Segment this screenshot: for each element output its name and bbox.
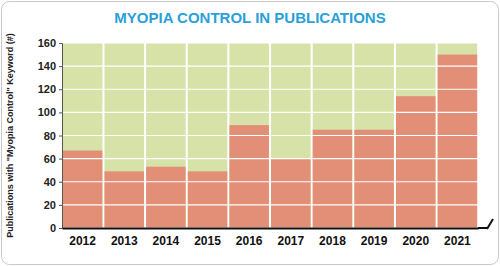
y-tick-label: 60 <box>44 153 56 165</box>
x-tick-label: 2012 <box>69 234 96 248</box>
grid-line <box>62 89 478 90</box>
y-tick: 120 <box>38 83 62 95</box>
y-tick-mark <box>59 112 62 113</box>
bar <box>271 159 311 228</box>
x-tick-label: 2013 <box>111 234 138 248</box>
y-tick-label: 140 <box>38 60 56 72</box>
y-axis: 0 20 40 60 80 100 120 140 160 <box>38 37 63 234</box>
grid <box>62 43 478 228</box>
y-tick: 100 <box>38 106 62 118</box>
y-tick: 80 <box>44 130 62 142</box>
y-tick-label: 0 <box>50 222 56 234</box>
y-tick-mark <box>59 43 62 44</box>
y-axis-line <box>59 44 63 229</box>
bar <box>396 96 436 228</box>
x-tick: 2015 <box>194 228 221 248</box>
grid-line <box>62 227 478 228</box>
y-tick-mark <box>59 182 62 183</box>
title: MYOPIA CONTROL IN PUBLICATIONS <box>114 9 385 26</box>
bar <box>229 125 269 228</box>
x-tick: 2014 <box>153 228 180 248</box>
bar <box>313 130 353 228</box>
frame <box>2 2 499 265</box>
grid-line <box>62 135 478 136</box>
y-tick: 160 <box>38 37 62 49</box>
y-tick-label: 20 <box>44 199 56 211</box>
x-tick-label: 2019 <box>361 234 388 248</box>
x-tick-label: 2020 <box>402 234 429 248</box>
x-tick: 2020 <box>402 228 429 248</box>
y-tick-label: 80 <box>44 130 56 142</box>
y-tick-label: 120 <box>38 83 56 95</box>
y-tick-label: 160 <box>38 37 56 49</box>
y-tick: 140 <box>38 60 62 72</box>
y-tick-mark <box>59 89 62 90</box>
x-axis-line <box>63 228 479 230</box>
y-tick: 0 <box>50 222 62 234</box>
y-tick-label: 100 <box>38 106 56 118</box>
x-tick-label: 2015 <box>194 234 221 248</box>
y-tick-mark <box>59 136 62 137</box>
y-tick: 60 <box>44 153 62 165</box>
y-axis-title: Publications with "Myopia Control" Keywo… <box>5 33 15 238</box>
bar <box>104 171 144 228</box>
bar <box>438 55 478 228</box>
y-tick-mark <box>59 159 62 160</box>
x-tick: 2013 <box>111 228 138 248</box>
y-tick-label: 40 <box>44 176 56 188</box>
bars <box>63 43 477 228</box>
grid-line <box>62 181 478 182</box>
bar <box>188 171 228 228</box>
y-tick-mark <box>59 228 62 229</box>
bar <box>146 167 186 228</box>
y-tick: 20 <box>44 199 62 211</box>
x-tick: 2016 <box>236 228 263 248</box>
grid-line <box>62 204 478 205</box>
x-tick-label: 2018 <box>319 234 346 248</box>
chart: MYOPIA CONTROL IN PUBLICATIONS 0 20 40 60 80 1… <box>0 0 500 266</box>
bar <box>63 151 103 228</box>
x-tick-label: 2021 <box>444 234 471 248</box>
x-tick: 2012 <box>69 228 96 248</box>
axis-break <box>487 219 493 229</box>
y-tick: 40 <box>44 176 62 188</box>
x-tick: 2021 <box>444 228 471 248</box>
plot: 0204060801001201401602012201320142015201… <box>38 37 493 248</box>
x-tick-label: 2016 <box>236 234 263 248</box>
grid-line <box>62 42 478 43</box>
y-tick-mark <box>59 205 62 206</box>
x-tick-label: 2017 <box>277 234 304 248</box>
grid-line <box>62 158 478 159</box>
y-tick-mark <box>59 66 62 67</box>
grid-line <box>62 112 478 113</box>
x-axis: 2012 2013 2014 2015 2016 2017 2018 2019 2020 2021 <box>63 228 479 248</box>
x-tick: 2019 <box>361 228 388 248</box>
x-tick: 2018 <box>319 228 346 248</box>
bar <box>354 130 394 228</box>
grid-line <box>62 66 478 67</box>
x-tick: 2017 <box>277 228 304 248</box>
x-tick-label: 2014 <box>153 234 180 248</box>
